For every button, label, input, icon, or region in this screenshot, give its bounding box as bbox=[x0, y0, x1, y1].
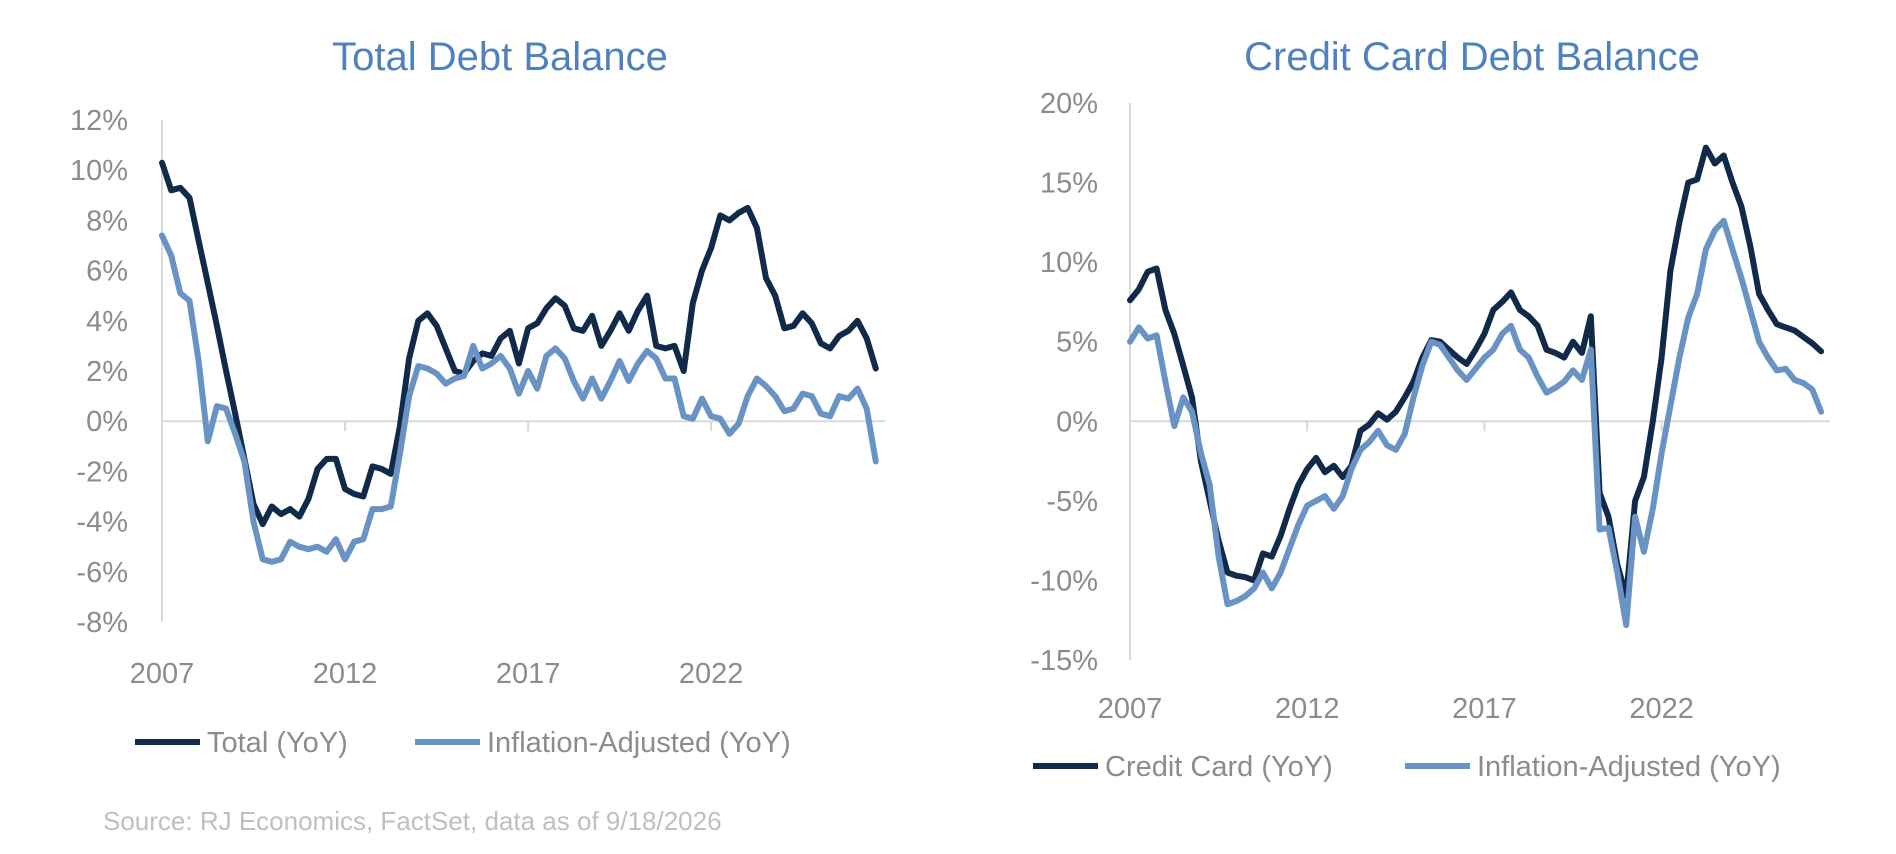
y-tick-label: 15% bbox=[1040, 168, 1098, 200]
y-tick-label: 0% bbox=[1056, 406, 1098, 438]
x-tick-label: 2017 bbox=[496, 658, 561, 690]
credit-card-debt-chart: Credit Card Debt Balance 20% 15% 10% 5% 0% -5… bbox=[1030, 35, 1830, 783]
legend: Credit Card (YoY) Inflation-Adjusted (Yo… bbox=[1033, 751, 1781, 783]
x-tick-label: 2022 bbox=[1629, 693, 1694, 725]
y-axis: 20% 15% 10% 5% 0% -5% -10% -15% bbox=[1030, 88, 1098, 677]
plot-area bbox=[159, 159, 879, 565]
x-tick-label: 2017 bbox=[1452, 693, 1517, 725]
y-tick-label: 0% bbox=[86, 406, 128, 438]
y-tick-label: 10% bbox=[1040, 247, 1098, 279]
y-tick-label: 8% bbox=[86, 205, 128, 237]
legend-label-inflation-adjusted: Inflation-Adjusted (YoY) bbox=[1477, 751, 1781, 783]
series-line-nominal bbox=[159, 159, 879, 528]
legend-label-credit-card: Credit Card (YoY) bbox=[1105, 751, 1333, 783]
x-axis: 2007 2012 2017 2022 bbox=[1098, 421, 1694, 725]
y-tick-label: 5% bbox=[1056, 327, 1098, 359]
y-tick-label: -2% bbox=[76, 456, 128, 488]
x-tick-label: 2007 bbox=[1098, 693, 1163, 725]
y-tick-label: -15% bbox=[1030, 645, 1098, 677]
y-tick-label: 10% bbox=[70, 155, 128, 187]
y-tick-label: 2% bbox=[86, 356, 128, 388]
gridlines bbox=[1129, 103, 1830, 660]
series-line-nominal bbox=[1127, 144, 1825, 600]
y-axis: 12% 10% 8% 6% 4% 2% 0% -2% -4% -6% -8% bbox=[70, 105, 128, 639]
series-line-inflation-adjusted bbox=[1127, 217, 1825, 628]
y-tick-label: -8% bbox=[76, 607, 128, 639]
y-tick-label: -5% bbox=[1046, 486, 1098, 518]
legend-label-inflation-adjusted: Inflation-Adjusted (YoY) bbox=[487, 727, 791, 759]
y-tick-label: 4% bbox=[86, 306, 128, 338]
y-tick-label: 12% bbox=[70, 105, 128, 137]
y-tick-label: -4% bbox=[76, 507, 128, 539]
y-tick-label: -10% bbox=[1030, 565, 1098, 597]
x-tick-label: 2012 bbox=[313, 658, 378, 690]
legend: Total (YoY) Inflation-Adjusted (YoY) bbox=[135, 727, 791, 759]
gridlines bbox=[161, 120, 885, 622]
chart-title: Credit Card Debt Balance bbox=[1244, 35, 1700, 79]
x-axis: 2007 2012 2017 2022 bbox=[130, 421, 744, 690]
legend-label-total: Total (YoY) bbox=[207, 727, 348, 759]
y-tick-label: 6% bbox=[86, 256, 128, 288]
y-tick-label: -6% bbox=[76, 557, 128, 589]
chart-title: Total Debt Balance bbox=[332, 35, 668, 79]
y-tick-label: 20% bbox=[1040, 88, 1098, 120]
x-tick-label: 2007 bbox=[130, 658, 195, 690]
total-debt-chart: Total Debt Balance 12% 10% 8% 6% 4% 2% 0% -2% -4… bbox=[70, 35, 885, 759]
x-tick-label: 2022 bbox=[679, 658, 744, 690]
source-note: Source: RJ Economics, FactSet, data as o… bbox=[103, 806, 722, 836]
x-tick-label: 2012 bbox=[1275, 693, 1340, 725]
plot-area bbox=[1127, 144, 1825, 628]
series-line-inflation-adjusted bbox=[159, 232, 879, 565]
